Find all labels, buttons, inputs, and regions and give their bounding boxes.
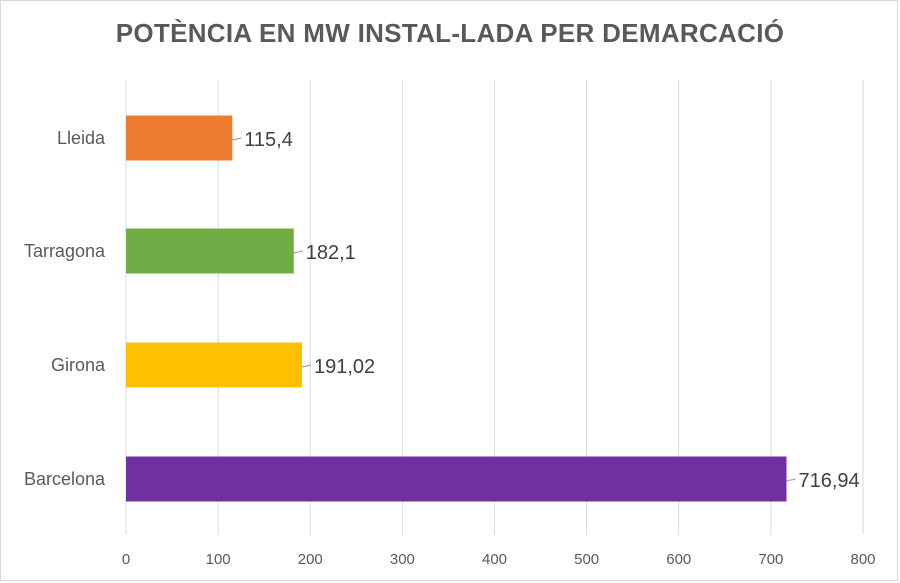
x-tick-label-0: 0 [122,551,130,568]
leader-line-lleida [232,137,242,141]
chart-title: POTÈNCIA EN MW INSTAL-LADA PER DEMARCACI… [115,18,785,48]
leader-lines [232,137,796,482]
x-tick-label-800: 800 [850,551,875,568]
category-labels: Lleida Tarragona Girona Barcelona [24,128,106,489]
leader-line-tarragona [293,250,303,254]
bar-girona [126,342,302,388]
x-tick-label-100: 100 [206,551,231,568]
x-tick-label-200: 200 [298,551,323,568]
x-tick-label-600: 600 [666,551,691,568]
category-label-barcelona: Barcelona [24,469,106,489]
x-tick-label-500: 500 [574,551,599,568]
x-tick-label-700: 700 [758,551,783,568]
bars [126,115,787,502]
x-tick-labels: 0 100 200 300 400 500 600 700 800 [122,551,876,568]
category-label-lleida: Lleida [57,128,106,148]
x-tick-label-300: 300 [390,551,415,568]
data-label-girona: 191,02 [314,356,375,378]
bar-tarragona [126,228,294,274]
data-label-barcelona: 716,94 [798,470,859,492]
x-tick-label-400: 400 [482,551,507,568]
leader-line-girona [301,364,312,368]
bar-lleida [126,115,233,161]
leader-line-barcelona [786,478,796,482]
bar-barcelona [126,456,787,502]
data-label-lleida: 115,4 [244,129,293,151]
category-label-tarragona: Tarragona [24,241,106,261]
data-labels: 115,4 182,1 191,02 716,94 [244,129,859,492]
data-label-tarragona: 182,1 [306,242,356,264]
category-label-girona: Girona [51,355,106,375]
